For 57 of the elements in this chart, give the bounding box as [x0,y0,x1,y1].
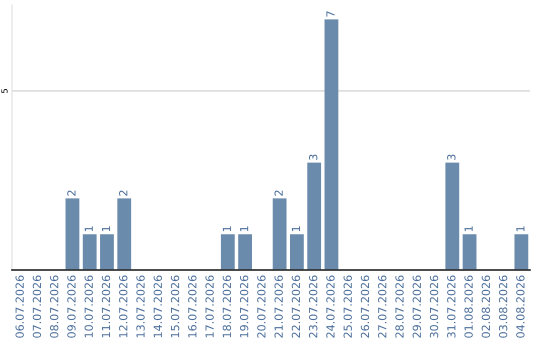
x-tick-label: 21.07.2026 [274,276,283,338]
x-tick-label: 15.07.2026 [170,276,180,338]
data-label: 1 [84,226,93,232]
x-tick-label: 20.07.2026 [257,276,266,338]
data-label: 3 [447,154,456,160]
x-tick-label: 22.07.2026 [292,276,300,338]
x-tick-label: 31.07.2026 [447,276,456,338]
x-tick-label: 25.07.2026 [344,276,352,338]
bar [445,162,460,270]
data-label: 1 [464,226,473,232]
x-tick-label: 16.07.2026 [188,276,197,338]
data-label: 1 [222,226,231,232]
data-label: 2 [274,190,283,196]
x-tick-label: 08.07.2026 [50,276,58,338]
bar [272,198,287,270]
bar [238,234,252,270]
x-tick-label: 24.07.2026 [326,276,335,338]
x-tick-label: 13.07.2026 [136,276,145,338]
bar [324,19,338,270]
data-label: 2 [67,190,76,196]
data-label: 1 [292,226,300,232]
x-tick-label: 14.07.2026 [154,276,162,338]
x-tick-label: 29.07.2026 [412,276,421,338]
x-tick-label: 07.07.2026 [32,276,42,338]
bar [462,234,476,270]
bar [100,234,114,270]
bar [220,234,235,270]
y-tick-label: 5 [1,89,8,93]
x-tick-label: 06.07.2026 [15,276,24,338]
data-label: 3 [308,154,318,160]
x-tick-label: 10.07.2026 [84,276,93,338]
x-tick-label: 17.07.2026 [205,276,214,338]
bar [117,198,132,270]
data-label: 2 [119,190,128,196]
data-label: 7 [326,11,334,17]
data-label: 1 [102,226,110,232]
x-tick-label: 02.08.2026 [482,276,490,338]
x-tick-label: 09.07.2026 [67,276,76,338]
x-tick-label: 11.07.2026 [102,276,110,338]
x-tick-label: 01.08.2026 [464,276,473,338]
x-tick-label: 30.07.2026 [430,276,438,338]
data-label: 1 [516,226,524,232]
bar [514,234,528,270]
x-tick-label: 19.07.2026 [240,276,248,338]
bar [82,234,97,270]
x-tick-label: 26.07.2026 [360,276,370,338]
bar [290,234,304,270]
x-tick-label: 27.07.2026 [378,276,386,338]
x-tick-label: 18.07.2026 [222,276,232,338]
x-tick-label: 23.07.2026 [308,276,318,338]
x-tick-label: 03.08.2026 [498,276,508,338]
bar [66,198,80,270]
x-tick-label: 12.07.2026 [119,276,128,338]
x-tick-label: 28.07.2026 [395,276,404,338]
bar [307,162,322,270]
x-tick-label: 04.08.2026 [516,276,525,338]
data-label: 1 [240,226,248,232]
